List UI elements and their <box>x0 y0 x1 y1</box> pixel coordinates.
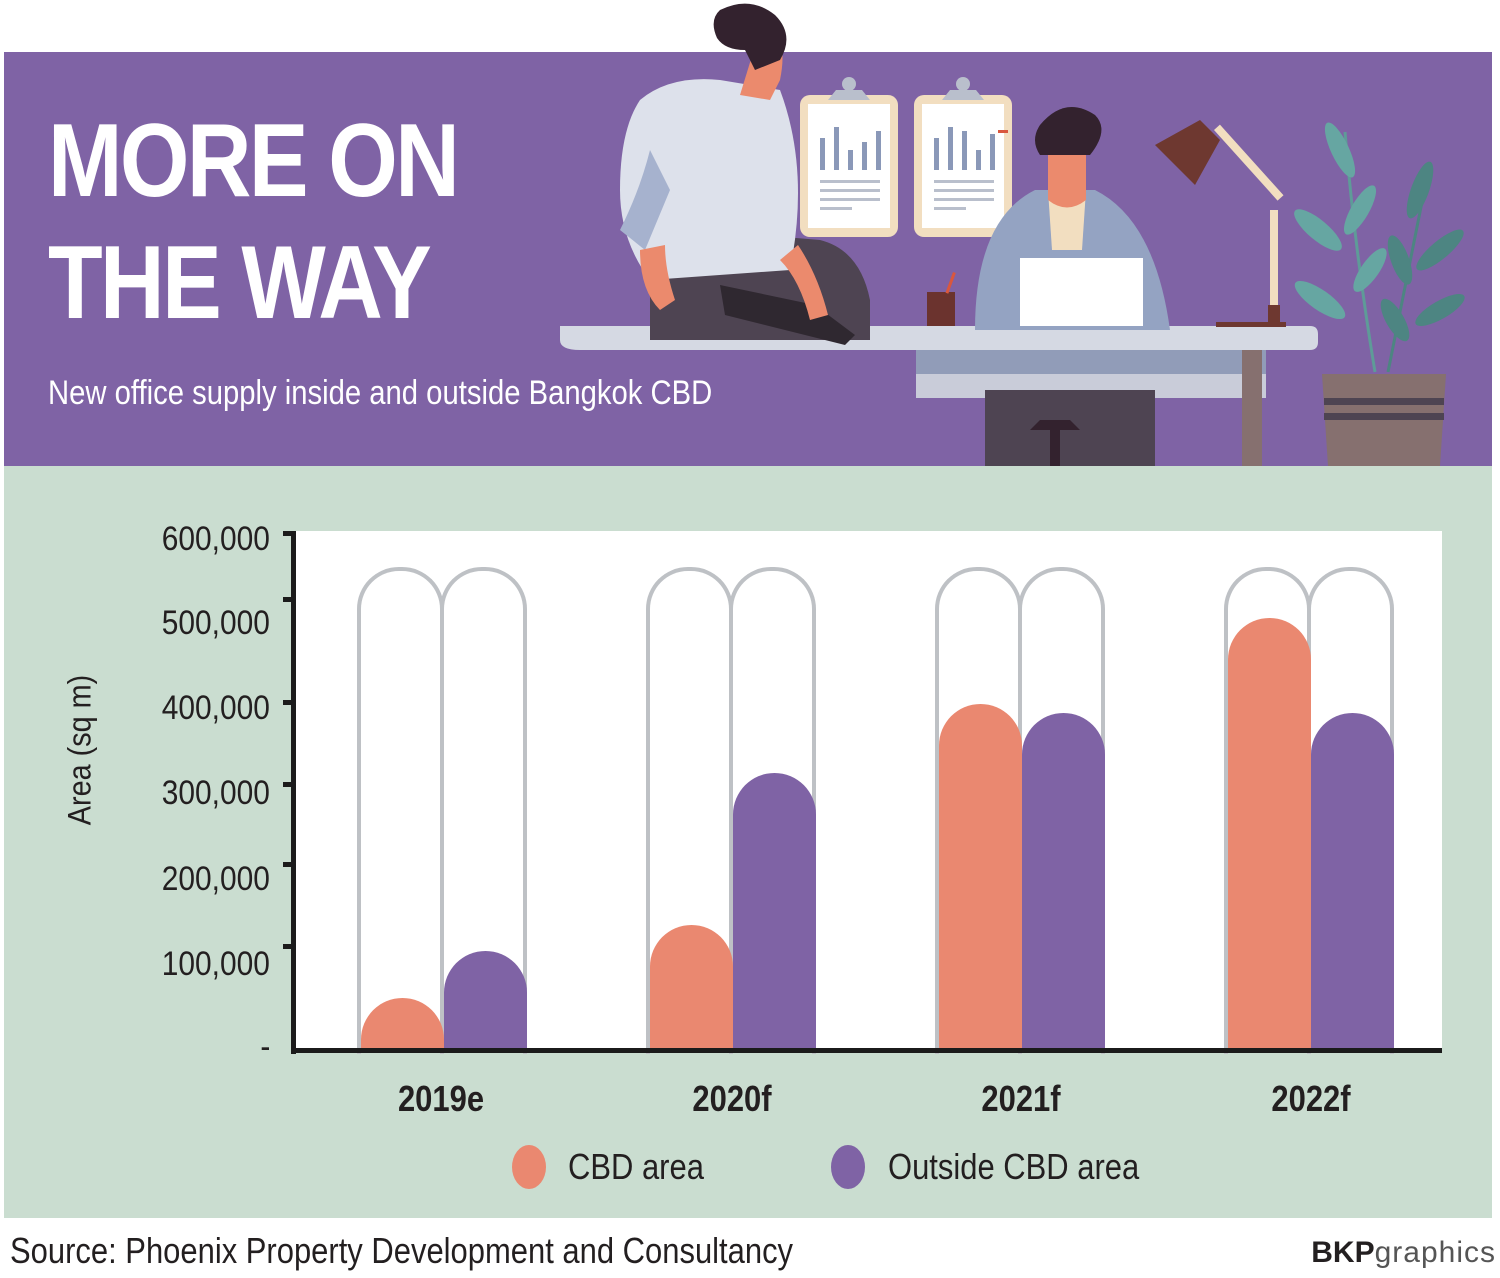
header-banner: MORE ON THE WAY New office supply inside… <box>4 52 1492 466</box>
y-axis-title: Area (sq m) <box>61 674 98 826</box>
bar-cbd <box>1228 617 1311 1050</box>
y-tick-label: 600,000 <box>161 520 270 558</box>
y-tick <box>283 700 295 705</box>
y-tick-label: 100,000 <box>161 945 270 983</box>
credit-logo: BKPgraphics <box>1311 1236 1496 1270</box>
credit-bold: BKP <box>1311 1236 1375 1269</box>
legend-label-cbd: CBD area <box>568 1146 704 1187</box>
y-tick <box>283 782 295 787</box>
bar-outside-cbd <box>1022 712 1105 1050</box>
bar-cbd <box>650 924 733 1050</box>
title-line-2: THE WAY <box>48 225 432 341</box>
page-title: MORE ON THE WAY <box>48 100 460 344</box>
y-tick-label: 300,000 <box>161 774 270 812</box>
legend-swatch-cbd <box>512 1145 546 1189</box>
y-tick <box>283 531 295 536</box>
subtitle: New office supply inside and outside Ban… <box>48 374 713 412</box>
bar-outside-cbd <box>444 950 527 1050</box>
bar-outside-cbd <box>1311 712 1394 1050</box>
capsule-outline <box>357 567 444 1054</box>
x-axis-line <box>291 1048 1442 1053</box>
title-line-1: MORE ON <box>48 103 460 219</box>
bar-cbd <box>939 704 1022 1050</box>
y-tick-label: 400,000 <box>161 689 270 727</box>
x-tick-label: 2021f <box>981 1078 1061 1119</box>
legend-swatch-outside <box>831 1145 865 1189</box>
bar-outside-cbd <box>733 773 816 1050</box>
x-tick-label: 2022f <box>1271 1078 1351 1119</box>
capsule-outline <box>440 567 527 1054</box>
x-tick-label: 2019e <box>397 1078 485 1119</box>
y-tick <box>283 862 295 867</box>
y-tick-label: - <box>260 1028 270 1066</box>
legend-label-outside: Outside CBD area <box>888 1146 1140 1187</box>
y-tick-label: 500,000 <box>161 604 270 642</box>
y-tick-label: 200,000 <box>161 860 270 898</box>
x-tick-label: 2020f <box>692 1078 772 1119</box>
credit-light: graphics <box>1374 1236 1496 1269</box>
y-axis-line <box>291 531 296 1054</box>
y-tick <box>283 597 295 602</box>
source-note: Source: Phoenix Property Development and… <box>10 1230 794 1271</box>
y-tick <box>283 944 295 949</box>
